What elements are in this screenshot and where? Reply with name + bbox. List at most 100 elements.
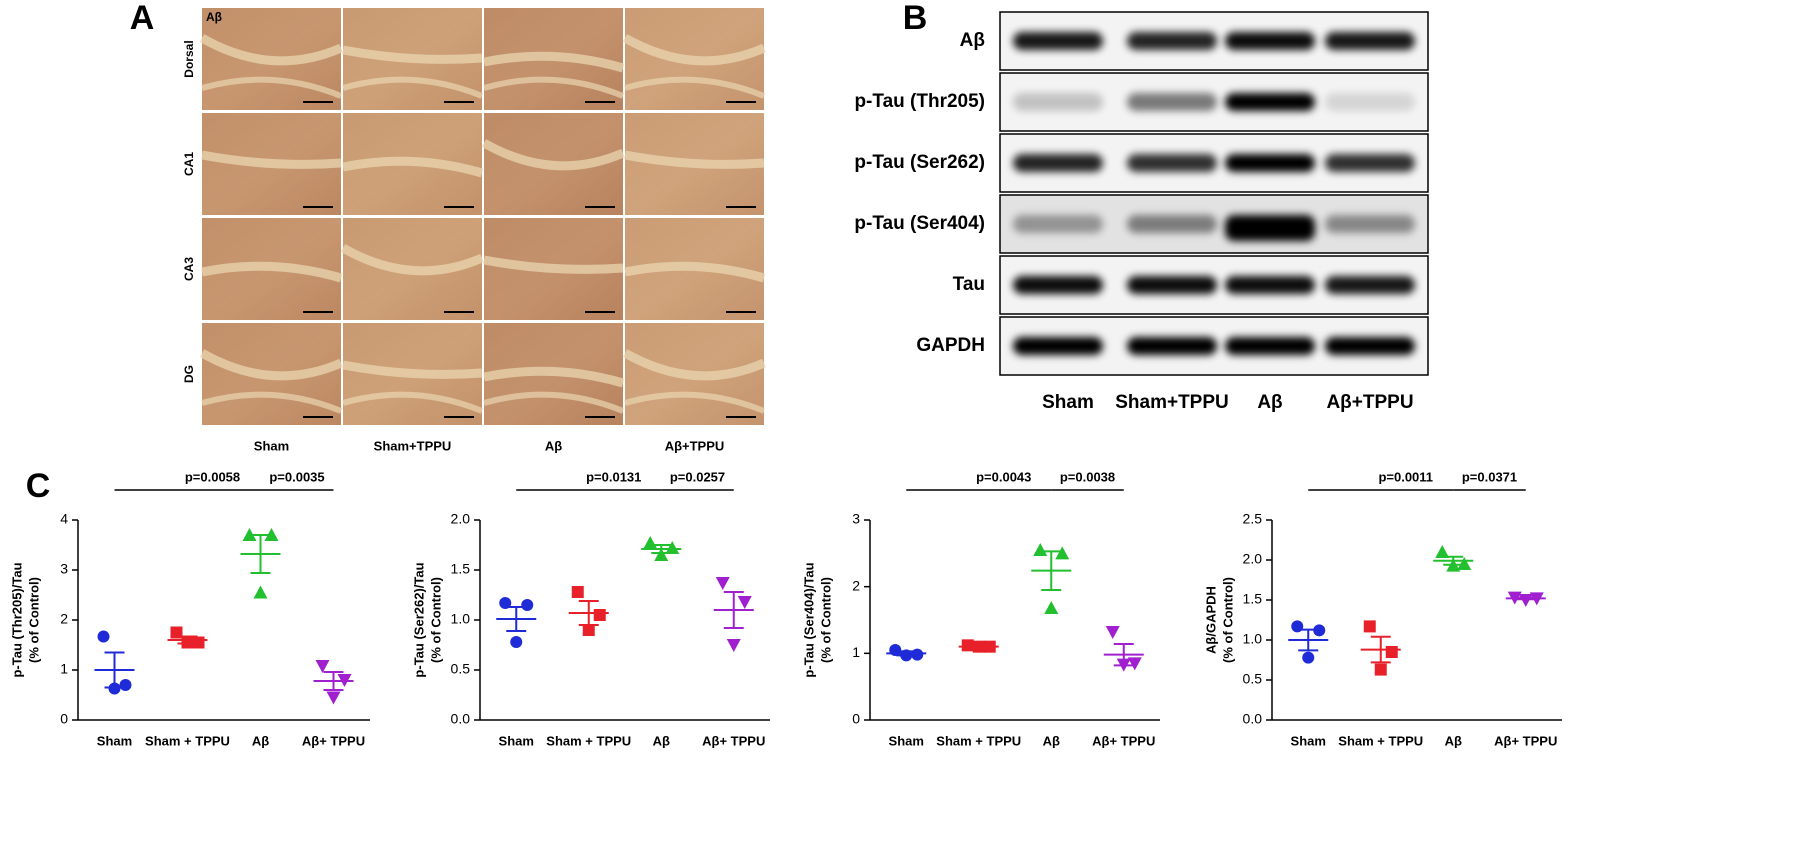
blot-band [1225,276,1315,294]
cell-layer [201,150,342,169]
x-tick-label: Sham [499,733,534,748]
cell-layer [624,261,766,283]
panel-label: C [26,467,51,505]
p-value: p=0.0011 [1378,469,1433,484]
blot-band [1013,154,1103,172]
blot-band [1225,215,1315,241]
data-point [665,541,680,554]
blot-band [1127,337,1217,355]
cell-layer [342,156,484,178]
cell-layer [481,139,625,171]
x-tick-label: Aβ+ TPPU [1092,733,1155,748]
error-bar [1041,550,1062,591]
blot-band [1127,215,1217,233]
blot-band [1225,93,1315,111]
panel-label: B [903,0,928,37]
data-point [571,586,584,598]
data-point [1385,646,1398,658]
error-bar [651,544,672,554]
data-point [1127,657,1142,671]
y-axis-label: p-Tau (Ser404)/Tau [801,562,816,677]
y-tick-label: 0.5 [451,661,471,677]
x-tick-label: Sham + TPPU [936,733,1021,748]
cell-layer [201,76,343,99]
cell-layer [199,34,343,66]
blot-band [1325,154,1415,172]
p-value: p=0.0371 [1462,469,1517,484]
blot-column-label: Aβ [1257,392,1282,413]
y-axis-label: Aβ/GAPDH [1203,586,1218,654]
y-tick-label: 2 [852,577,860,593]
error-bar [1298,628,1319,652]
y-tick-label: 1.5 [1243,591,1263,607]
blot-row-label: GAPDH [916,335,985,356]
error-bar [250,534,271,574]
blot-band [1325,215,1415,233]
cell-layer [624,150,765,169]
data-point [264,528,279,541]
x-tick-label: Aβ+ TPPU [1494,733,1557,748]
x-tick-label: Aβ [1043,733,1060,748]
cell-layer [624,391,766,414]
cell-layer [201,391,343,414]
data-point [1313,624,1326,637]
data-point [1302,651,1315,664]
blot-band [1325,276,1415,294]
x-tick-label: Aβ [653,733,670,748]
data-point [253,585,268,599]
data-point [1044,601,1059,614]
blot-band [1325,93,1415,111]
cell-layer [483,366,625,388]
column-label: Sham [254,438,289,453]
error-bar [104,651,125,689]
x-tick-label: Sham [97,733,132,748]
data-point [654,548,669,561]
data-point [242,528,257,541]
data-point [593,609,606,621]
error-bar [506,606,527,632]
data-point [726,639,741,652]
p-value: p=0.0058 [185,469,240,484]
cell-layer [483,51,625,73]
blot-row-label: p-Tau (Thr205) [854,91,985,112]
y-tick-label: 1 [60,661,68,677]
blot-column-label: Aβ+TPPU [1326,392,1413,413]
blot-band [1013,32,1103,50]
x-tick-label: Aβ+ TPPU [302,733,365,748]
y-axis-label: (% of Control) [1220,577,1235,663]
blot-band [1225,32,1315,50]
y-tick-label: 2 [60,611,68,627]
cell-layer [624,76,766,99]
y-tick-label: 0 [60,711,68,727]
column-label: Aβ+TPPU [665,438,725,453]
p-value: p=0.0035 [269,469,324,484]
column-label: Aβ [545,438,562,453]
y-tick-label: 2.0 [1243,551,1263,567]
y-tick-label: 3 [852,511,860,527]
error-bar [896,650,917,657]
y-tick-label: 1 [852,644,860,660]
blot-column-label: Sham+TPPU [1115,392,1229,413]
data-point [1291,620,1304,633]
blot-band [1325,337,1415,355]
p-value: p=0.0131 [586,469,641,484]
cell-layer [340,244,484,276]
x-tick-label: Sham [1291,733,1326,748]
y-tick-label: 4 [60,511,68,527]
data-point [521,599,534,611]
p-value: p=0.0043 [976,469,1031,484]
cell-layer [622,349,766,381]
y-tick-label: 1.0 [1243,631,1263,647]
y-tick-label: 2.0 [451,511,471,527]
error-bar [1370,635,1391,664]
y-tick-label: 2.5 [1243,511,1263,527]
data-point [1435,545,1450,558]
x-tick-label: Sham [889,733,924,748]
data-point [1457,557,1472,570]
data-point [1105,626,1120,639]
p-value: p=0.0038 [1060,469,1115,484]
blot-row-label: p-Tau (Ser262) [854,152,985,173]
data-point [1374,663,1387,676]
data-point [510,636,523,648]
